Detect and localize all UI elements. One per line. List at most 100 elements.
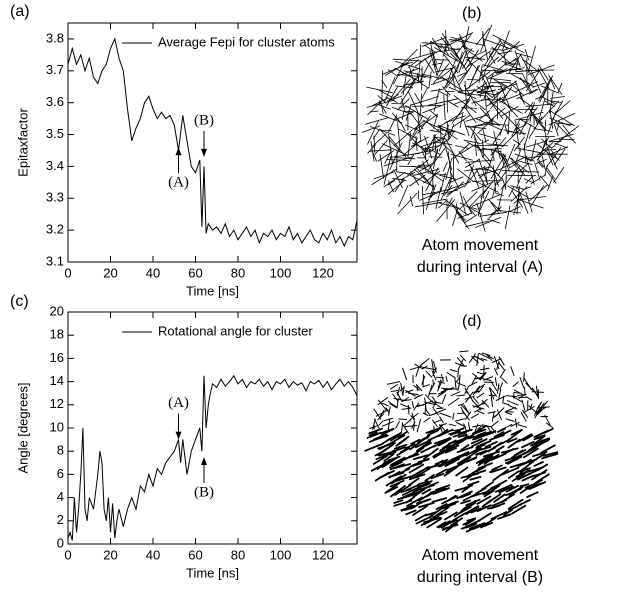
atom-trace xyxy=(441,33,460,59)
atom-trace xyxy=(508,58,518,64)
atom-trace xyxy=(379,154,385,179)
atom-trace xyxy=(501,466,520,476)
atom-trace xyxy=(434,437,451,445)
atom-trace xyxy=(525,156,535,185)
atom-trace xyxy=(477,168,503,177)
atom-trace xyxy=(531,391,544,393)
atom-trace xyxy=(544,100,555,108)
atom-trace xyxy=(377,413,385,421)
atom-trace xyxy=(523,372,525,383)
atom-trace xyxy=(534,162,541,181)
atom-trace xyxy=(383,171,406,188)
atom-trace xyxy=(386,96,398,103)
atom-trace xyxy=(442,69,458,90)
annotation: (B) xyxy=(194,484,214,500)
atom-trace xyxy=(547,111,557,136)
atom-trace xyxy=(385,407,390,413)
atom-trace xyxy=(523,377,532,390)
atom-trace xyxy=(388,133,393,165)
atom-trace xyxy=(402,367,408,381)
atom-trace xyxy=(388,461,403,469)
atom-trace xyxy=(396,447,411,457)
atom-trace xyxy=(393,467,411,477)
atom-trace xyxy=(415,480,431,491)
atom-trace xyxy=(507,185,529,198)
atom-trace xyxy=(481,430,493,436)
atom-trace xyxy=(515,469,531,478)
atom-trace xyxy=(439,174,457,180)
atom-trace xyxy=(405,103,412,121)
atom-trace xyxy=(409,66,414,82)
atom-trace xyxy=(537,158,557,184)
atom-trace xyxy=(424,473,436,482)
atom-trace xyxy=(504,454,522,462)
atom-trace xyxy=(496,409,502,421)
atom-trace xyxy=(549,109,575,126)
atom-trace xyxy=(490,137,507,156)
atom-trace xyxy=(464,80,468,109)
atom-trace xyxy=(373,135,376,153)
atom-trace xyxy=(507,111,510,135)
atom-trace xyxy=(511,119,520,137)
atom-trace xyxy=(412,504,429,516)
atom-trace xyxy=(536,406,546,416)
y-tick-label: 4 xyxy=(57,489,64,504)
y-tick-label: 3.3 xyxy=(46,190,64,205)
atom-trace xyxy=(392,393,399,402)
atom-trace xyxy=(387,418,391,433)
atom-trace xyxy=(458,50,468,73)
image-caption: Atom movement xyxy=(422,547,539,564)
x-axis-label: Time [ns] xyxy=(186,565,239,580)
atom-trace xyxy=(474,216,502,228)
atom-trace xyxy=(544,164,548,177)
atom-trace xyxy=(439,412,452,418)
atom-trace xyxy=(397,122,401,149)
y-tick-label: 6 xyxy=(57,466,64,481)
atom-trace xyxy=(471,98,491,104)
x-tick-label: 80 xyxy=(231,265,245,280)
atom-trace xyxy=(523,106,538,127)
atom-trace xyxy=(491,411,495,422)
atom-trace xyxy=(397,493,417,501)
y-tick-label: 3.6 xyxy=(46,94,64,109)
atom-trace xyxy=(517,461,528,468)
atom-trace xyxy=(509,73,530,84)
atom-trace xyxy=(366,431,382,439)
atom-trace xyxy=(498,429,512,438)
atom-trace xyxy=(381,70,384,100)
atom-trace xyxy=(470,438,483,445)
atom-trace xyxy=(388,114,398,133)
atom-trace xyxy=(482,64,504,71)
atom-trace xyxy=(393,499,413,507)
atom-trace xyxy=(476,410,485,415)
atom-trace xyxy=(451,455,463,464)
atom-trace xyxy=(433,130,453,145)
atom-trace xyxy=(407,154,415,166)
atom-trace xyxy=(424,510,438,517)
atom-trace xyxy=(486,110,494,126)
y-tick-label: 20 xyxy=(50,303,64,318)
atom-trace xyxy=(521,474,535,482)
atom-trace xyxy=(519,107,533,136)
atom-trace xyxy=(539,83,549,103)
atom-trace xyxy=(517,433,533,443)
atom-trace xyxy=(444,455,460,467)
atom-trace xyxy=(500,447,519,454)
annotation-arrowhead xyxy=(175,431,182,440)
atom-trace xyxy=(498,485,514,494)
atom-trace xyxy=(443,94,446,121)
atom-trace xyxy=(461,88,476,112)
atom-trace xyxy=(480,56,499,74)
y-tick-label: 12 xyxy=(50,396,64,411)
atom-trace xyxy=(431,359,435,373)
atom-trace xyxy=(439,43,449,56)
atom-trace xyxy=(511,504,527,515)
atom-trace xyxy=(551,146,569,155)
panel-label: (a) xyxy=(10,3,30,20)
atom-trace xyxy=(523,447,539,459)
atom-trace xyxy=(528,108,547,131)
atom-trace xyxy=(465,164,475,186)
atom-trace xyxy=(496,427,507,433)
atom-trace xyxy=(490,452,507,461)
atom-trace xyxy=(378,451,391,457)
